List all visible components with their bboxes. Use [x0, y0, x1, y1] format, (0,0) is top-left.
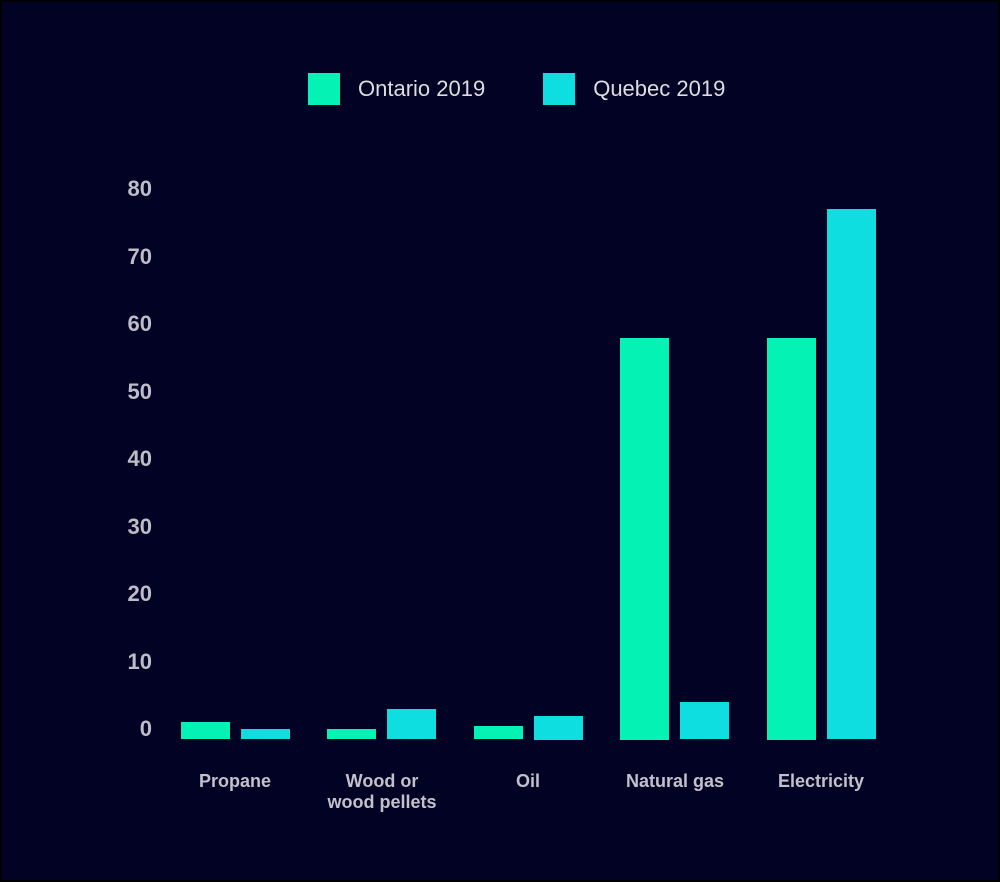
y-axis-tick-label: 70	[127, 244, 152, 269]
bar-quebec-2019	[827, 209, 876, 739]
chart-legend: Ontario 2019 Quebec 2019	[308, 73, 725, 105]
legend-label: Ontario 2019	[358, 76, 486, 101]
bar-ontario-2019	[474, 726, 523, 739]
bar-quebec-2019	[534, 716, 583, 740]
x-axis-category-label: Wood or wood pellets	[327, 771, 437, 812]
bar-ontario-2019	[620, 338, 669, 740]
x-axis-category-label: Propane	[198, 771, 272, 791]
bar-quebec-2019	[241, 729, 290, 739]
legend-item: Quebec 2019	[543, 73, 725, 105]
y-axis-tick-label: 30	[127, 514, 152, 539]
x-axis-category-label: Oil	[515, 771, 540, 791]
y-axis-tick-label: 0	[139, 716, 152, 741]
bar-quebec-2019	[387, 709, 436, 739]
y-axis-tick-label: 20	[127, 581, 152, 606]
legend-label: Quebec 2019	[593, 76, 726, 101]
legend-swatch	[308, 73, 340, 105]
bar-quebec-2019	[680, 702, 729, 739]
x-axis-category-label: Natural gas	[625, 771, 725, 791]
bar-ontario-2019	[767, 338, 816, 740]
bar-ontario-2019	[327, 729, 376, 739]
y-axis-tick-label: 50	[127, 379, 152, 404]
y-axis-tick-label: 80	[127, 176, 152, 201]
bar-ontario-2019	[181, 722, 230, 739]
y-axis-tick-label: 60	[127, 311, 152, 336]
legend-item: Ontario 2019	[308, 73, 485, 105]
x-axis-category-label: Electricity	[777, 771, 865, 791]
y-axis-tick-label: 40	[127, 446, 152, 471]
y-axis-tick-label: 10	[127, 649, 152, 674]
legend-swatch	[543, 73, 576, 105]
